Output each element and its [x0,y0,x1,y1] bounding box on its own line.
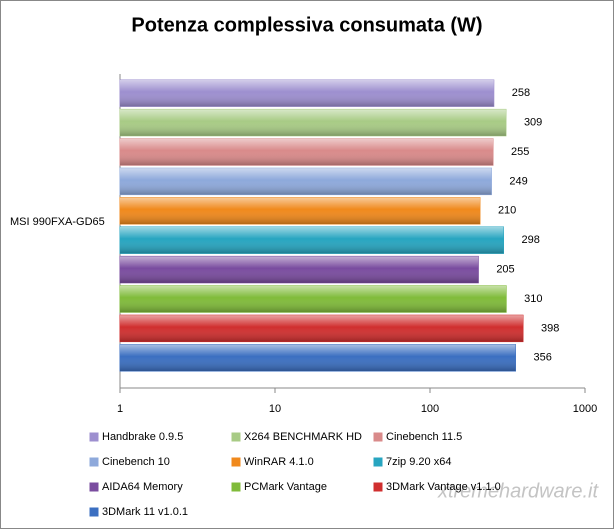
legend-label: Cinebench 11.5 [386,431,462,443]
legend-label: X264 BENCHMARK HD [244,431,362,443]
legend-swatch [373,457,383,467]
data-label: 258 [512,87,530,99]
legend-swatch [231,432,241,442]
data-label: 298 [522,234,540,246]
bar-shade [120,285,507,313]
legend-swatch [231,457,241,467]
legend-swatch [373,482,383,492]
bar-shade [120,315,523,342]
legend-label: AIDA64 Memory [102,481,183,493]
chart-title: Potenza complessiva consumata (W) [131,14,482,36]
legend-label: 3DMark 11 v1.0.1 [102,506,188,518]
x-tick-label: 1 [117,403,123,415]
data-label: 210 [498,205,516,217]
data-label: 398 [541,322,559,334]
x-tick-label: 10 [269,403,281,415]
bar-shade [120,109,506,136]
legend-label: 3DMark Vantage v1.1.0 [386,481,501,493]
legend-swatch [89,507,99,517]
legend-swatch [373,432,383,442]
bar-shade [120,197,480,224]
data-label: 205 [496,264,514,276]
bar-shade [120,80,494,107]
legend-swatch [89,432,99,442]
legend-label: WinRAR 4.1.0 [244,456,314,468]
bar-shade [120,256,479,283]
bar-shade [120,344,516,371]
x-tick-label: 100 [421,403,439,415]
x-tick-label: 1000 [573,403,597,415]
legend-label: 7zip 9.20 x64 [386,456,451,468]
data-label: 356 [533,352,551,364]
data-label: 249 [509,175,527,187]
legend-label: Handbrake 0.9.5 [102,431,183,443]
bar-shade [120,227,504,254]
data-label: 309 [524,117,542,129]
legend-swatch [89,457,99,467]
data-label: 310 [524,293,542,305]
bar-shade [120,168,492,195]
watermark: xtremehardware.it [437,480,600,502]
bar-shade [120,138,494,166]
legend-swatch [89,482,99,492]
legend-label: Cinebench 10 [102,456,170,468]
category-label: MSI 990FXA-GD65 [10,216,105,228]
legend-swatch [231,482,241,492]
data-label: 255 [511,146,529,158]
legend-label: PCMark Vantage [244,481,327,493]
